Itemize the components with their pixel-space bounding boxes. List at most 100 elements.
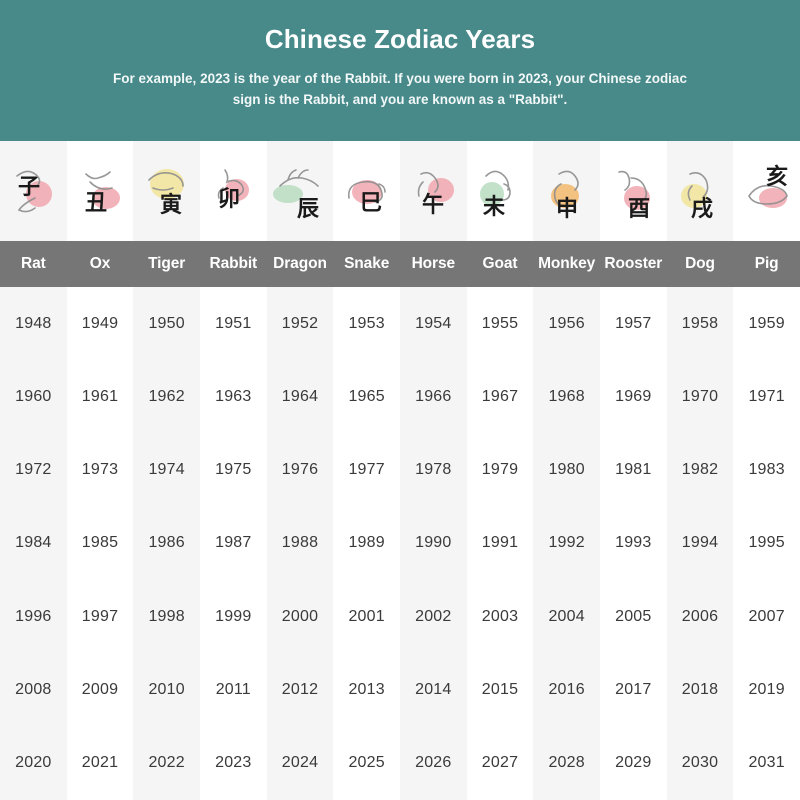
year-cell[interactable]: 2018 [681,681,719,699]
zodiac-icon-cell-horse[interactable]: 午 [399,141,467,241]
year-cell[interactable]: 1990 [415,534,452,552]
year-cell[interactable]: 2022 [148,754,185,772]
year-cell[interactable]: 1993 [615,534,652,552]
year-cell[interactable]: 1984 [15,534,52,552]
year-cell[interactable]: 2016 [548,681,585,699]
year-cell[interactable]: 1995 [748,534,785,552]
zodiac-icon-cell-rat[interactable]: 子 [0,141,67,241]
year-cell[interactable]: 1973 [81,461,119,479]
year-cell[interactable]: 2019 [748,681,785,699]
year-cell[interactable]: 1985 [81,534,119,552]
year-cell[interactable]: 1976 [281,461,319,479]
year-cell[interactable]: 2004 [548,607,585,625]
year-cell[interactable]: 2011 [215,681,251,699]
zodiac-name-rooster[interactable]: Rooster [604,255,663,272]
year-cell[interactable]: 1967 [481,387,519,405]
year-cell[interactable]: 1964 [281,387,319,405]
year-cell[interactable]: 2025 [348,754,385,772]
year-cell[interactable]: 2010 [148,681,185,699]
year-cell[interactable]: 1972 [15,461,52,479]
year-cell[interactable]: 2020 [15,754,52,772]
year-cell[interactable]: 1949 [81,314,119,332]
year-cell[interactable]: 2015 [481,681,519,699]
zodiac-name-tiger[interactable]: Tiger [148,255,186,272]
zodiac-name-snake[interactable]: Snake [344,255,390,272]
year-cell[interactable]: 1966 [415,387,452,405]
year-cell[interactable]: 1955 [481,314,519,332]
year-cell[interactable]: 2009 [81,681,119,699]
year-cell[interactable]: 1970 [681,387,719,405]
zodiac-name-dragon[interactable]: Dragon [273,255,327,272]
year-cell[interactable]: 1987 [215,534,252,552]
year-cell[interactable]: 1978 [415,461,452,479]
zodiac-icon-cell-dog[interactable]: 戌 [666,141,734,241]
year-cell[interactable]: 2006 [681,607,719,625]
zodiac-name-goat[interactable]: Goat [482,255,518,272]
year-cell[interactable]: 1991 [481,534,519,552]
year-cell[interactable]: 1948 [15,314,52,332]
year-cell[interactable]: 1997 [81,607,119,625]
year-cell[interactable]: 2023 [215,754,252,772]
zodiac-icon-cell-monkey[interactable]: 申 [533,141,600,241]
zodiac-icon-cell-dragon[interactable]: 辰 [266,141,334,241]
year-cell[interactable]: 2029 [615,754,652,772]
year-cell[interactable]: 1980 [548,461,585,479]
year-cell[interactable]: 1989 [348,534,385,552]
year-cell[interactable]: 1954 [415,314,452,332]
zodiac-name-ox[interactable]: Ox [89,255,111,272]
year-cell[interactable]: 2017 [615,681,652,699]
year-cell[interactable]: 2012 [281,681,319,699]
year-cell[interactable]: 2002 [415,607,452,625]
year-cell[interactable]: 2000 [281,607,319,625]
year-cell[interactable]: 1959 [748,314,785,332]
zodiac-name-pig[interactable]: Pig [754,255,779,272]
year-cell[interactable]: 1968 [548,387,585,405]
year-cell[interactable]: 2001 [348,607,385,625]
year-cell[interactable]: 2026 [415,754,452,772]
year-cell[interactable]: 2008 [15,681,52,699]
year-cell[interactable]: 1958 [681,314,719,332]
zodiac-name-horse[interactable]: Horse [411,255,456,272]
year-cell[interactable]: 1950 [148,314,185,332]
year-cell[interactable]: 1957 [615,314,652,332]
year-cell[interactable]: 1977 [348,461,385,479]
year-cell[interactable]: 1965 [348,387,385,405]
year-cell[interactable]: 1988 [281,534,319,552]
zodiac-icon-cell-snake[interactable]: 巳 [333,141,400,241]
zodiac-name-rat[interactable]: Rat [20,255,46,272]
year-cell[interactable]: 1979 [481,461,519,479]
year-cell[interactable]: 1982 [681,461,719,479]
year-cell[interactable]: 1994 [681,534,719,552]
zodiac-name-monkey[interactable]: Monkey [538,255,596,272]
year-cell[interactable]: 2007 [748,607,785,625]
year-cell[interactable]: 2005 [615,607,652,625]
year-cell[interactable]: 2030 [681,754,719,772]
year-cell[interactable]: 1971 [748,387,785,405]
year-cell[interactable]: 2021 [81,754,119,772]
zodiac-icon-cell-goat[interactable]: 未 [466,141,534,241]
year-cell[interactable]: 2014 [415,681,452,699]
year-cell[interactable]: 1962 [148,387,185,405]
zodiac-icon-cell-rabbit[interactable]: 卯 [199,141,267,241]
year-cell[interactable]: 2027 [481,754,519,772]
year-cell[interactable]: 2031 [748,754,785,772]
zodiac-name-rabbit[interactable]: Rabbit [209,255,258,272]
year-cell[interactable]: 1963 [215,387,252,405]
year-cell[interactable]: 1969 [615,387,652,405]
year-cell[interactable]: 1952 [281,314,319,332]
year-cell[interactable]: 2028 [548,754,585,772]
year-cell[interactable]: 1960 [15,387,52,405]
year-cell[interactable]: 1953 [348,314,385,332]
year-cell[interactable]: 2024 [281,754,319,772]
year-cell[interactable]: 2013 [348,681,385,699]
year-cell[interactable]: 1986 [148,534,185,552]
year-cell[interactable]: 1983 [748,461,785,479]
year-cell[interactable]: 1961 [81,387,119,405]
year-cell[interactable]: 1974 [148,461,185,479]
year-cell[interactable]: 1956 [548,314,585,332]
zodiac-icon-cell-tiger[interactable]: 寅 [133,141,200,241]
year-cell[interactable]: 1996 [15,607,52,625]
year-cell[interactable]: 1981 [615,461,652,479]
year-cell[interactable]: 1992 [548,534,585,552]
year-cell[interactable]: 2003 [481,607,519,625]
